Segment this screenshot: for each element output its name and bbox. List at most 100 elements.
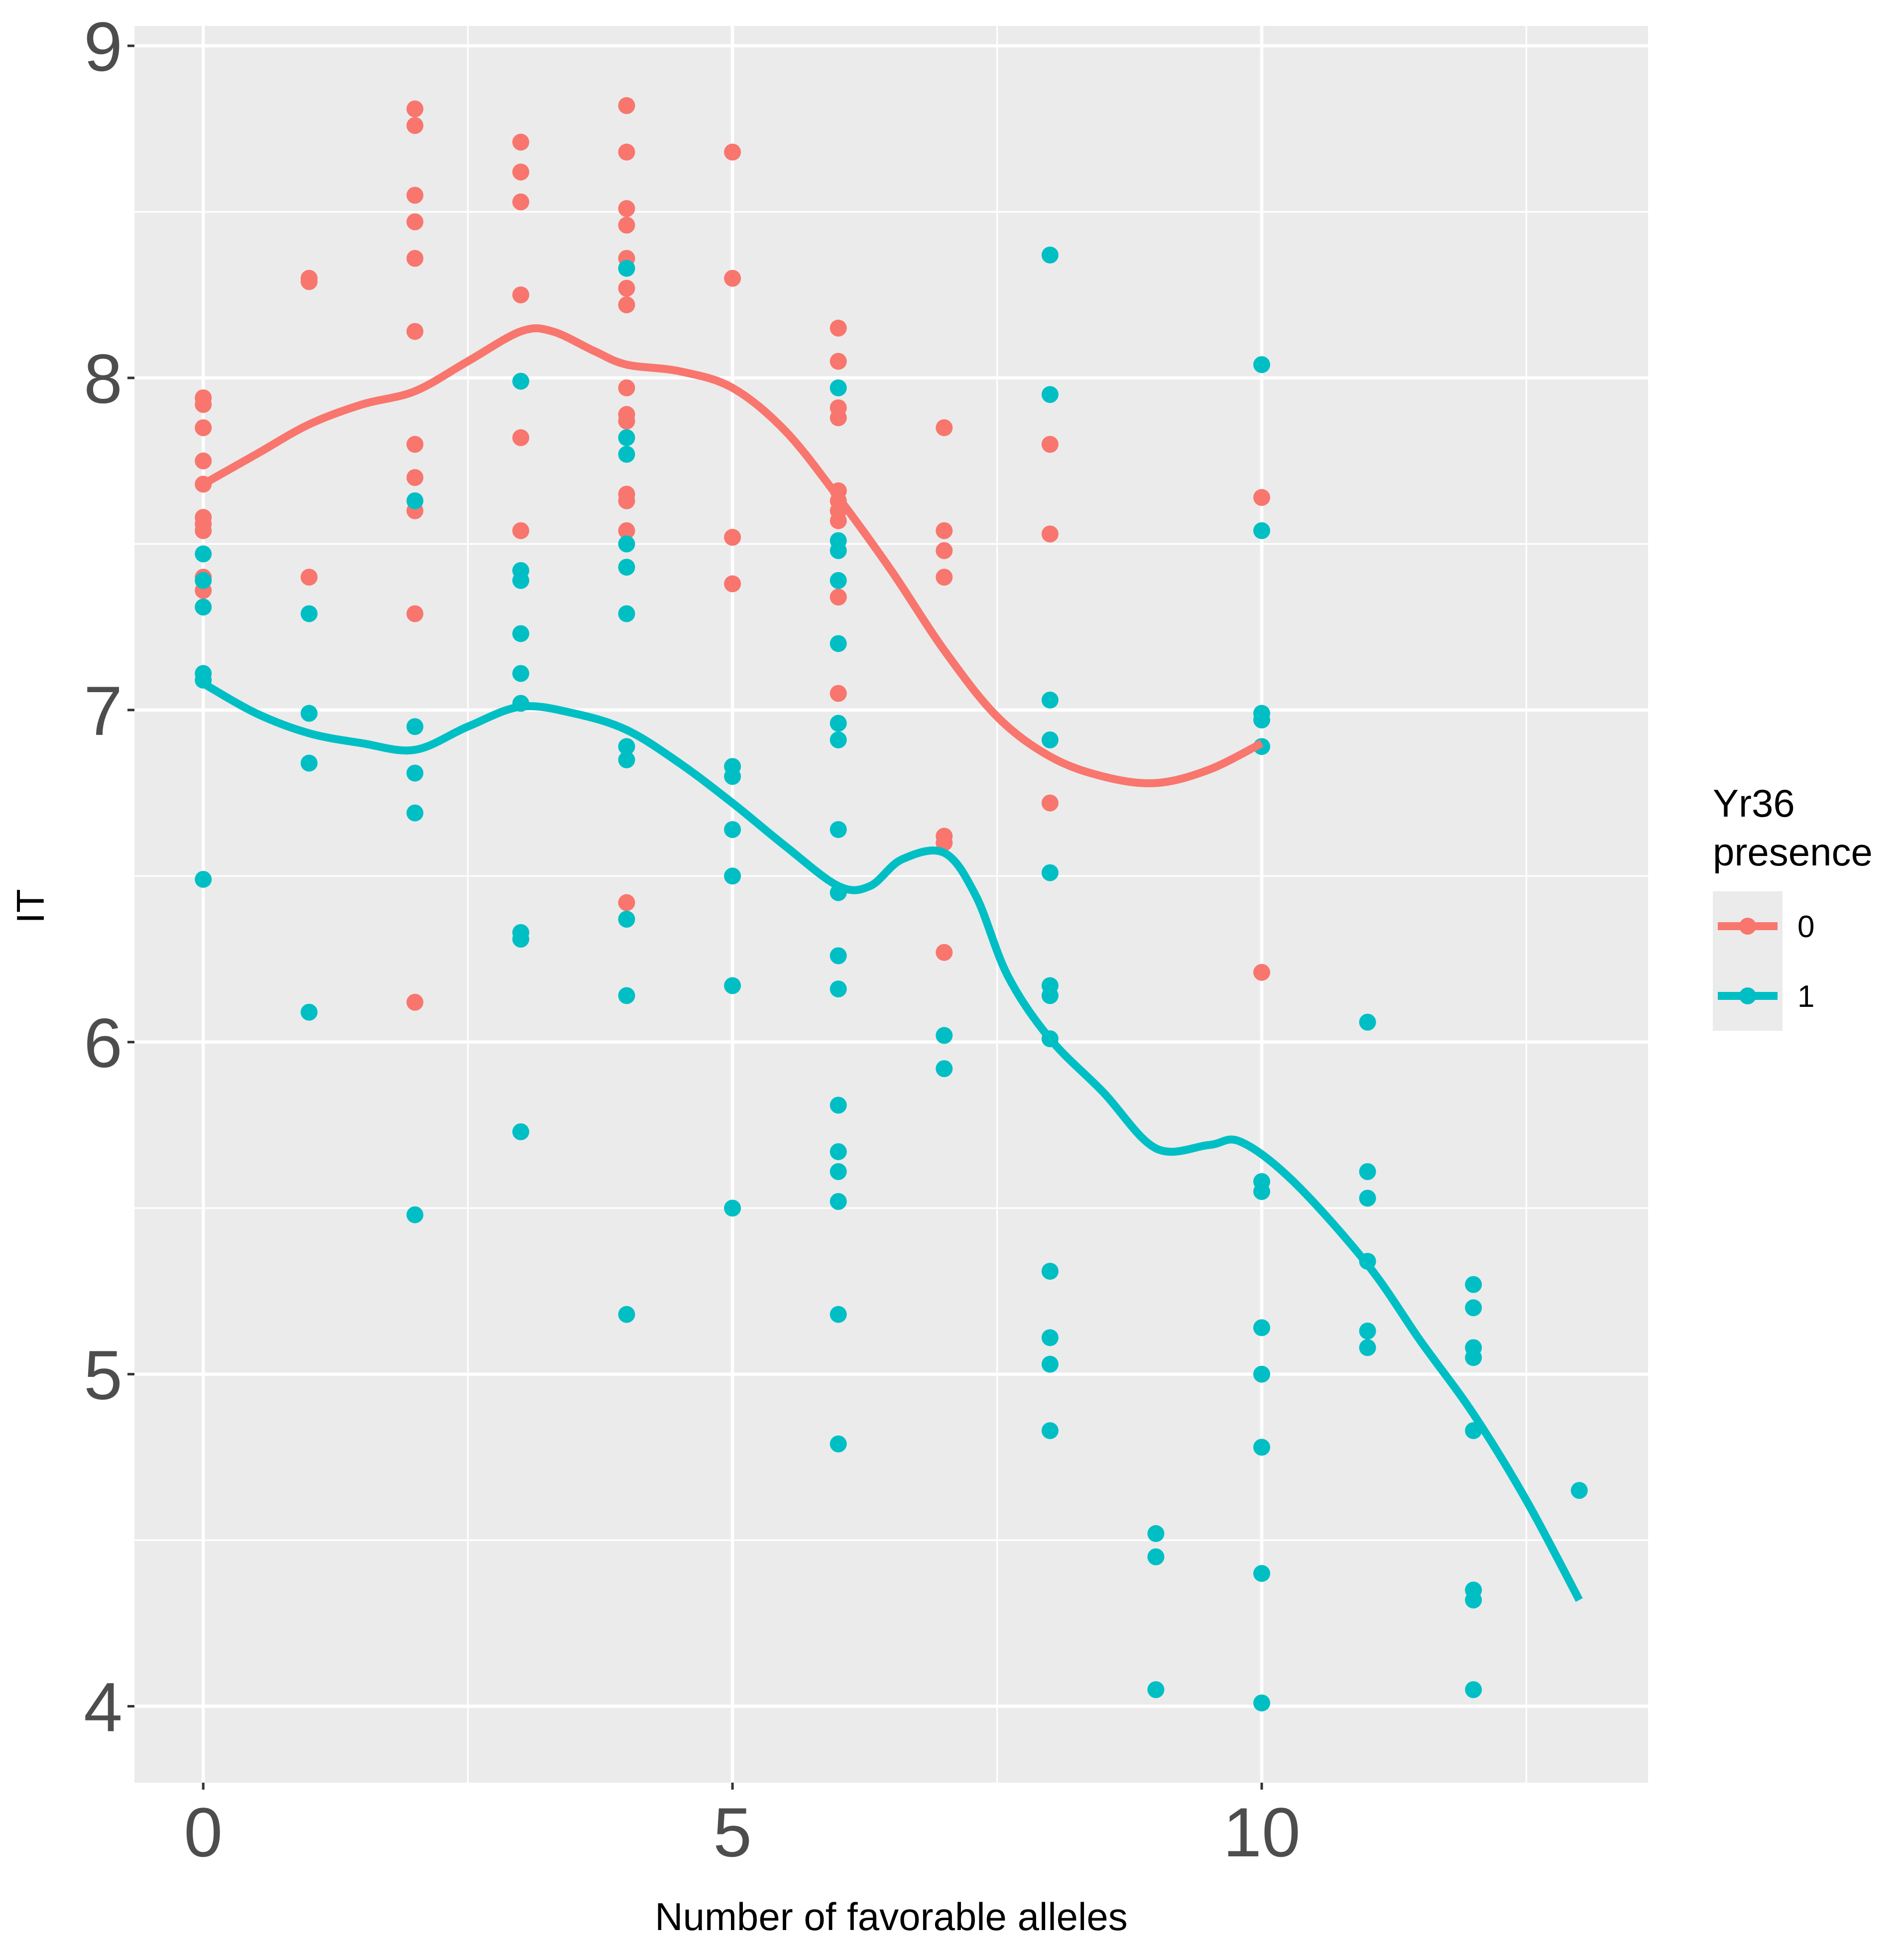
data-point bbox=[936, 522, 953, 539]
data-point bbox=[936, 834, 953, 851]
data-point bbox=[830, 353, 847, 370]
data-point bbox=[618, 429, 635, 446]
data-point bbox=[1253, 356, 1271, 373]
data-point bbox=[195, 599, 212, 616]
data-point bbox=[830, 980, 847, 998]
data-point bbox=[830, 409, 847, 426]
data-point bbox=[300, 569, 318, 586]
data-point bbox=[1570, 1482, 1588, 1499]
y-tick-label: 9 bbox=[84, 7, 122, 86]
legend-key-point bbox=[1739, 918, 1756, 935]
data-point bbox=[1041, 1355, 1059, 1373]
data-point bbox=[724, 143, 741, 161]
data-point bbox=[830, 572, 847, 589]
data-point bbox=[724, 867, 741, 885]
data-point bbox=[1253, 964, 1271, 981]
data-point bbox=[1253, 1439, 1271, 1456]
data-point bbox=[512, 372, 529, 390]
data-point bbox=[195, 452, 212, 470]
data-point bbox=[1041, 386, 1059, 403]
data-point bbox=[1041, 1262, 1059, 1280]
data-point bbox=[1359, 1190, 1376, 1207]
data-point bbox=[406, 605, 424, 622]
data-point bbox=[1041, 1329, 1059, 1346]
data-point bbox=[195, 572, 212, 589]
data-point bbox=[1359, 1163, 1376, 1180]
data-point bbox=[618, 97, 635, 115]
data-point bbox=[406, 764, 424, 782]
data-point bbox=[830, 379, 847, 396]
data-point bbox=[618, 217, 635, 234]
data-point bbox=[406, 436, 424, 453]
data-point bbox=[1041, 246, 1059, 264]
data-point bbox=[830, 947, 847, 965]
x-tick-label: 0 bbox=[184, 1793, 223, 1871]
y-tick-label: 5 bbox=[84, 1336, 122, 1414]
data-point bbox=[830, 1143, 847, 1160]
data-point bbox=[300, 754, 318, 772]
data-point bbox=[406, 323, 424, 340]
major-gridlines bbox=[134, 26, 1648, 1783]
data-point bbox=[724, 821, 741, 838]
minor-gridlines bbox=[134, 26, 1648, 1783]
smooth-line-series-1 bbox=[201, 680, 1583, 1602]
data-point bbox=[618, 738, 635, 755]
data-point bbox=[1359, 1013, 1376, 1031]
data-point bbox=[724, 1200, 741, 1217]
data-point bbox=[936, 419, 953, 436]
data-point bbox=[830, 635, 847, 652]
data-point bbox=[300, 605, 318, 622]
data-point bbox=[618, 987, 635, 1004]
data-point bbox=[406, 492, 424, 509]
data-point bbox=[1253, 1365, 1271, 1383]
data-point bbox=[830, 1435, 847, 1453]
y-tick-label: 4 bbox=[84, 1668, 122, 1746]
data-point bbox=[512, 133, 529, 151]
data-point bbox=[936, 1027, 953, 1044]
smooth-line-series-0 bbox=[201, 324, 1264, 787]
data-point bbox=[406, 804, 424, 822]
data-point bbox=[406, 249, 424, 267]
data-point bbox=[1465, 1591, 1482, 1609]
data-point bbox=[618, 379, 635, 396]
data-point bbox=[1041, 794, 1059, 812]
data-point bbox=[512, 193, 529, 211]
data-point bbox=[618, 1306, 635, 1323]
data-point bbox=[1359, 1322, 1376, 1339]
y-tick-label: 6 bbox=[84, 1004, 122, 1082]
x-tick-label: 10 bbox=[1223, 1793, 1301, 1871]
data-point bbox=[406, 1206, 424, 1223]
data-point bbox=[512, 625, 529, 642]
data-point bbox=[1041, 1422, 1059, 1440]
data-point bbox=[724, 269, 741, 287]
data-point bbox=[830, 715, 847, 732]
data-point bbox=[406, 213, 424, 231]
data-point bbox=[618, 911, 635, 928]
data-point bbox=[406, 117, 424, 134]
data-point bbox=[195, 545, 212, 563]
data-point bbox=[1041, 525, 1059, 543]
data-point bbox=[195, 522, 212, 539]
data-point bbox=[1041, 987, 1059, 1004]
data-point bbox=[300, 705, 318, 722]
data-point bbox=[618, 446, 635, 463]
data-point bbox=[618, 296, 635, 314]
y-tick-label: 7 bbox=[84, 672, 122, 750]
data-point bbox=[512, 1123, 529, 1140]
data-point bbox=[512, 931, 529, 948]
data-point bbox=[1359, 1339, 1376, 1356]
data-point bbox=[1147, 1548, 1165, 1566]
data-point bbox=[830, 1096, 847, 1114]
data-point bbox=[830, 589, 847, 606]
data-point bbox=[195, 870, 212, 888]
data-point bbox=[618, 412, 635, 430]
y-axis-title: IT bbox=[8, 889, 52, 923]
series-layer bbox=[195, 97, 1588, 1711]
data-point bbox=[406, 718, 424, 735]
data-point bbox=[724, 575, 741, 593]
data-point bbox=[406, 100, 424, 118]
data-point bbox=[195, 396, 212, 413]
data-point bbox=[936, 542, 953, 559]
data-point bbox=[618, 200, 635, 217]
